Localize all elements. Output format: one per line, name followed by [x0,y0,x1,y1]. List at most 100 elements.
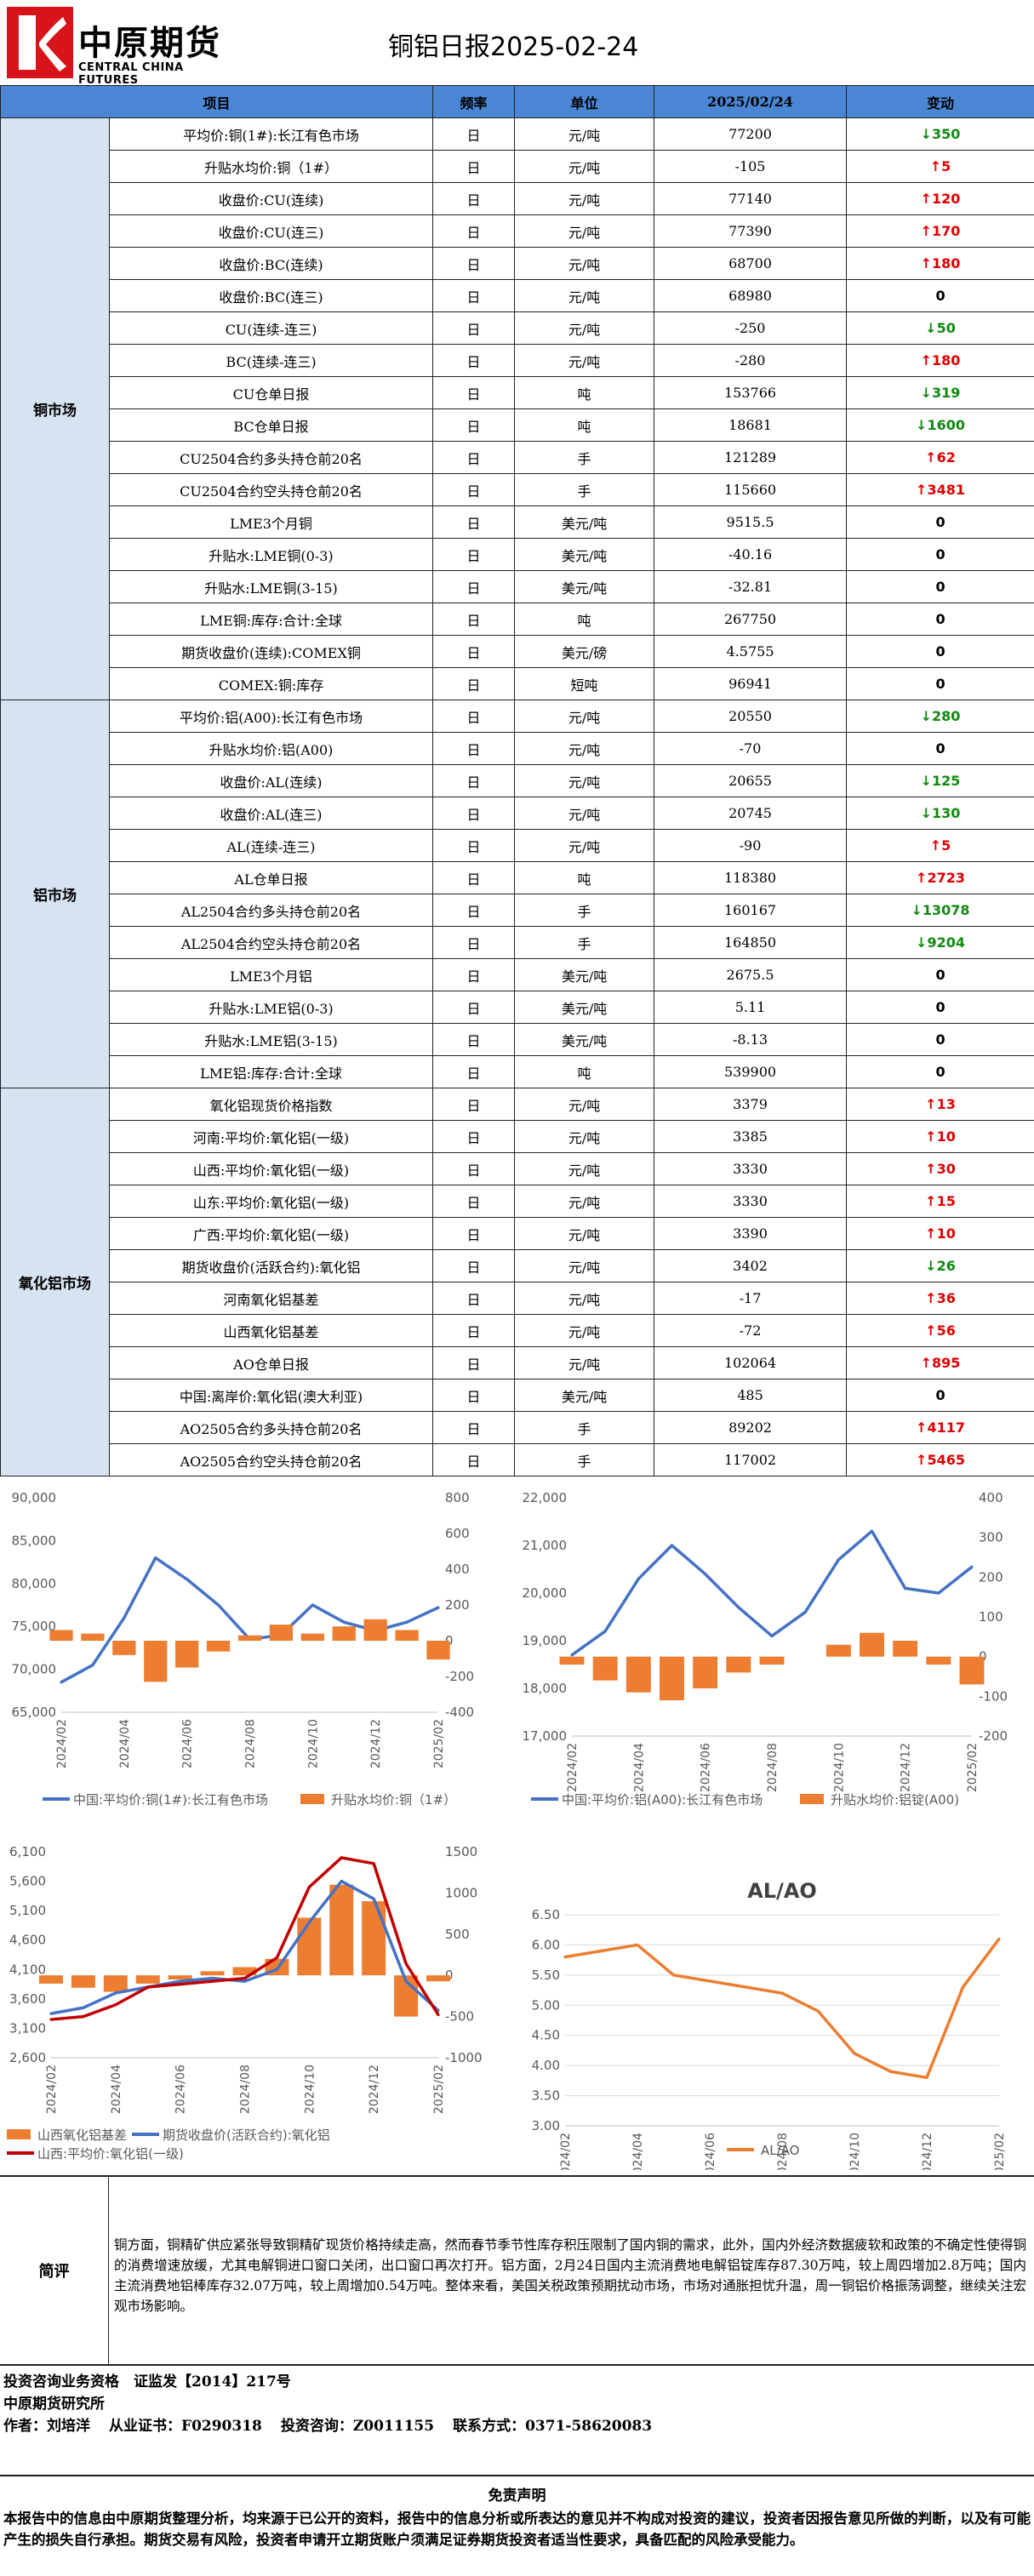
unit-cell: 元/吨 [514,1282,655,1315]
y-tick-label-left: 20,000 [523,1585,568,1601]
change-value: 10 [936,1128,956,1145]
change-cell: ↑3481 [846,473,1034,506]
change-value: 0 [935,643,945,660]
change-cell: ↓280 [846,700,1034,733]
change-cell: 0 [846,1379,1034,1412]
legend-label: 中国:平均价:铜(1#):长江有色市场 [73,1792,268,1808]
unit-cell: 元/吨 [514,344,655,377]
unit-cell: 元/吨 [514,732,655,765]
change-value: 50 [936,320,956,336]
disclaimer-section: 免责声明 本报告中的信息由中原期货整理分析，均来源于已公开的资料，报告中的信息分… [0,2475,1034,2575]
y-tick-label-left: 3.50 [532,2088,560,2104]
unit-cell: 吨 [514,376,655,409]
change-value: 0 [935,1064,945,1080]
table-row: 收盘价:CU(连三) 日元/吨 77390 ↑170 [1,214,1034,248]
column-header-change: 变动 [846,85,1034,118]
unit-cell: 手 [514,894,655,927]
frequency-cell: 日 [432,473,516,506]
y-tick-label-left: 75,000 [12,1619,57,1634]
logo-english-text: CENTRAL CHINA FUTURES [78,61,184,87]
y-tick-label-left: 85,000 [12,1533,57,1548]
change-cell: 0 [846,1055,1034,1088]
bar-mark [144,1641,168,1682]
value-cell: 3330 [654,1185,848,1218]
frequency-cell: 日 [432,408,516,442]
table-row: 河南:平均价:氧化铝(一级) 日元/吨 3385 ↑10 [1,1120,1034,1153]
unit-cell: 短吨 [514,667,655,700]
x-tick-label: 2024/04 [118,1719,132,1768]
qualification-line: 投资咨询业务资格 证监发【2014】217号 [3,2373,291,2390]
y-tick-label-left: 2,600 [9,2050,46,2065]
bar-mark [860,1632,884,1657]
bar-mark [232,1967,257,1976]
line-point [82,2015,85,2019]
value-cell: -72 [654,1314,848,1347]
frequency-cell: 日 [432,1411,516,1444]
arrow-down-icon: ↓ [925,1258,937,1274]
value-cell: 77200 [654,117,848,151]
y-tick-label-left: 70,000 [12,1662,57,1677]
arrow-up-icon: ↑ [925,1096,937,1112]
change-value: 180 [932,352,961,368]
y-tick-label-right: -500 [445,2009,474,2025]
change-cell: ↑36 [846,1282,1034,1315]
change-cell: ↑5 [846,829,1034,862]
unit-cell: 吨 [514,861,655,894]
y-tick-label-left: 22,000 [523,1490,568,1505]
change-cell: 0 [846,667,1034,700]
y-tick-label-left: 5,600 [9,1874,46,1889]
change-value: 895 [932,1355,961,1371]
table-row: AO2505合约空头持仓前20名日手 117002 ↑5465 [1,1443,1034,1476]
unit-cell: 元/吨 [514,1346,655,1379]
table-row: 升贴水:LME铜(0-3) 日美元/吨 -40.16 0 [1,538,1034,571]
y-tick-label-right: 400 [979,1490,1003,1505]
unit-cell: 元/吨 [514,700,655,733]
table-row: 河南氧化铝基差日元/吨 -17 ↑36 [1,1282,1034,1315]
line-point [888,2070,893,2073]
legend-label: 山西:平均价:氧化铝(一级) [37,2146,184,2162]
x-tick-label: 2024/12 [921,2133,934,2170]
table-row: 收盘价:AL(连三) 日元/吨 20745 ↓130 [1,797,1034,830]
table-row: 收盘价:CU(连续) 日元/吨 77140 ↑120 [1,182,1034,215]
y-tick-label-right: 800 [445,1490,470,1505]
arrow-up-icon: ↑ [920,223,933,239]
arrow-up-icon: ↑ [920,352,933,368]
change-cell: 0 [846,958,1034,991]
frequency-cell: 日 [432,603,516,636]
unit-cell: 元/吨 [514,797,655,830]
bar-mark [395,1630,419,1641]
value-cell: 3385 [654,1120,848,1153]
line-point [997,1937,1001,1940]
x-tick-label: 2024/04 [631,2133,645,2170]
change-cell: ↓350 [846,117,1034,151]
bar-mark [175,1641,199,1668]
table-header-row: 项目 频率 单位 2025/02/24 变动 [0,85,1034,118]
change-cell: 0 [846,538,1034,571]
unit-cell: 手 [514,473,655,506]
frequency-cell: 日 [432,894,516,927]
change-value: 56 [936,1322,956,1339]
arrow-up-icon: ↑ [916,1452,928,1468]
table-row: 期货收盘价(连续):COMEX铜日美元/磅 4.5755 0 [1,635,1034,668]
change-value: 3481 [927,482,965,498]
change-cell: 0 [846,1023,1034,1056]
frequency-cell: 日 [432,1249,516,1282]
legend-swatch [300,1794,324,1804]
y-tick-label-right: -200 [979,1728,1008,1744]
item-cell: AL(连续-连三) [108,829,434,862]
x-tick-label: 2025/02 [966,1743,980,1792]
y-tick-label-left: 6.00 [532,1937,560,1952]
change-cell: ↓26 [846,1249,1034,1282]
bar-mark [71,1975,95,1988]
arrow-up-icon: ↑ [925,449,937,466]
change-value: 4117 [927,1419,965,1436]
change-cell: ↓130 [846,797,1034,830]
unit-cell: 元/吨 [514,1120,655,1153]
unit-cell: 元/吨 [514,1217,655,1250]
table-row: 铜市场 平均价:铜(1#):长江有色市场日元/吨 77200 ↓350 [0,117,1034,700]
x-tick-label: 2024/08 [239,2065,253,2114]
line-point [603,1630,607,1633]
change-value: 170 [932,223,961,239]
line-point [637,1577,640,1580]
change-cell: ↑180 [846,247,1034,280]
